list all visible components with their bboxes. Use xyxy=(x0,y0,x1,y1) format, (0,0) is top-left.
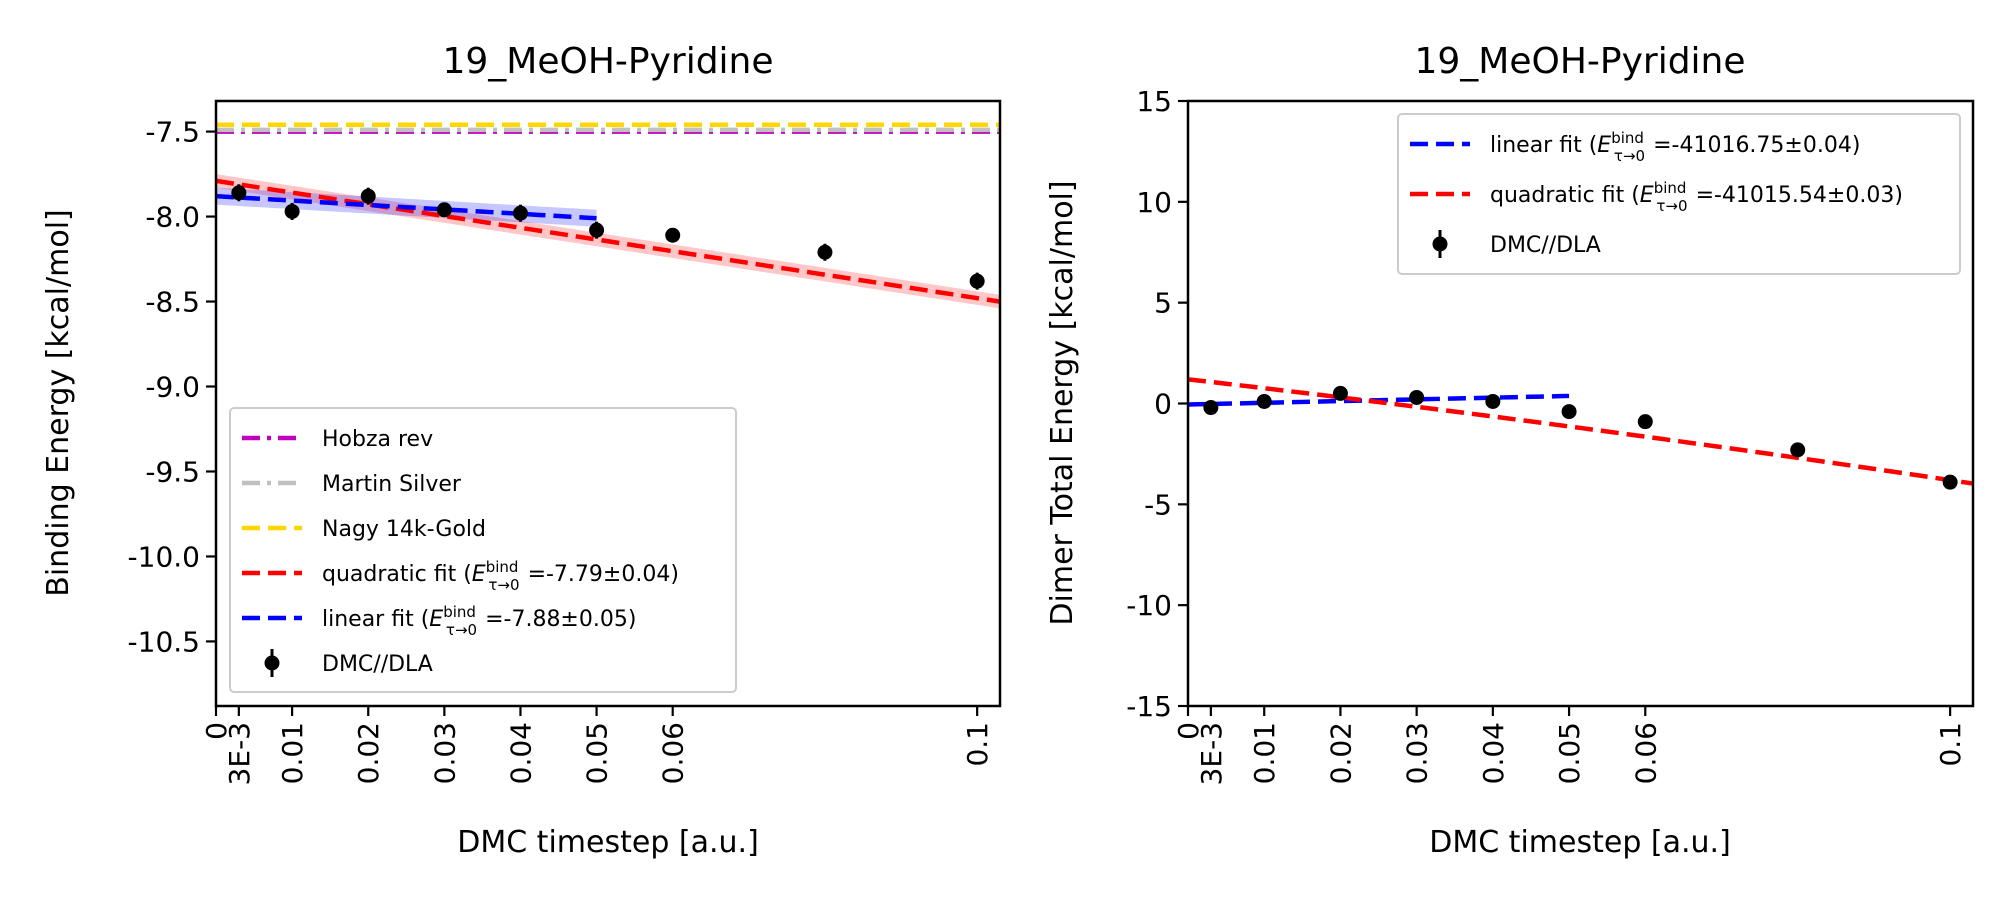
left-x-axis-label: DMC timestep [a.u.] xyxy=(457,825,759,860)
x-tick-label: 0.02 xyxy=(352,722,385,784)
x-tick-label: 3E-3 xyxy=(223,722,256,785)
data-point xyxy=(1637,414,1653,430)
left-tick-labels: 03E-3 0.01 0.02 0.03 0.04 0.05 0.06 0.1 -7.5 -8.0… xyxy=(128,116,995,786)
legend-label: Nagy 14k-Gold xyxy=(322,517,486,542)
y-tick-label: -5 xyxy=(1144,488,1172,521)
data-point xyxy=(1409,389,1425,405)
y-tick-label: -8.0 xyxy=(145,201,200,234)
data-point xyxy=(360,188,376,204)
legend-box xyxy=(1397,113,1961,275)
data-point xyxy=(436,202,452,218)
legend-marker xyxy=(264,655,280,671)
data-point xyxy=(1942,474,1958,490)
y-tick-label: 0 xyxy=(1154,388,1172,421)
y-tick-label: -7.5 xyxy=(145,116,200,149)
y-tick-label: -9.5 xyxy=(145,455,200,488)
legend-label: DMC//DLA xyxy=(1490,233,1601,258)
x-tick-label: 0.03 xyxy=(1401,722,1434,784)
legend-label: DMC//DLA xyxy=(322,652,433,677)
y-tick-label: -9.0 xyxy=(145,371,200,404)
right-x-axis-label: DMC timestep [a.u.] xyxy=(1429,825,1731,860)
y-tick-label: -15 xyxy=(1126,690,1172,723)
left-y-axis-label: Binding Energy [kcal/mol] xyxy=(41,209,76,596)
data-point xyxy=(1332,385,1348,401)
data-point xyxy=(1256,393,1272,409)
x-tick-label: 0.1 xyxy=(1934,722,1967,767)
right-y-axis-label: Dimer Total Energy [kcal/mol] xyxy=(1045,180,1080,625)
legend-label: Martin Silver xyxy=(322,472,462,497)
x-tick-label: 0.1 xyxy=(961,722,994,767)
right-chart-title: 19_MeOH-Pyridine xyxy=(1414,41,1745,82)
y-tick-label: -10 xyxy=(1126,589,1172,622)
data-point xyxy=(1485,393,1501,409)
right-legend: linear fit (Ebind τ→0 =-41016.75±0.04)quad… xyxy=(1397,113,1961,275)
data-point xyxy=(589,222,605,238)
x-tick-label: 0.04 xyxy=(504,722,537,784)
data-point xyxy=(1790,442,1806,458)
data-point xyxy=(817,244,833,260)
data-point xyxy=(512,205,528,221)
x-tick-label: 0 xyxy=(200,722,233,740)
x-tick-label: 0.03 xyxy=(428,722,461,784)
legend-label: Hobza rev xyxy=(322,427,433,452)
y-tick-label: 15 xyxy=(1136,85,1172,118)
x-tick-label: 0.01 xyxy=(276,722,309,784)
data-point xyxy=(231,185,247,201)
y-tick-label: -10.0 xyxy=(128,540,200,573)
x-tick-label: 0.05 xyxy=(1553,722,1586,784)
data-point xyxy=(969,273,985,289)
right-panel: 19_MeOH-Pyridine 03E-3 0.01 0.02 0.03 0.04 0.… xyxy=(1045,41,1975,860)
y-tick-label: -10.5 xyxy=(128,625,200,658)
data-point xyxy=(284,203,300,219)
left-chart-title: 19_MeOH-Pyridine xyxy=(442,41,773,82)
right-tick-labels: 03E-3 0.01 0.02 0.03 0.04 0.05 0.06 0.1151050-5… xyxy=(1126,85,1967,785)
data-point xyxy=(665,227,681,243)
x-tick-label: 3E-3 xyxy=(1195,722,1228,785)
data-point xyxy=(1561,404,1577,420)
x-tick-label: 0.06 xyxy=(657,722,690,784)
y-tick-label: 5 xyxy=(1154,287,1172,320)
legend-box xyxy=(229,407,737,693)
left-panel: 19_MeOH-Pyridine 03E-3 0.01 0.02 0.03 0.04 0.… xyxy=(41,41,1002,860)
left-plot-area xyxy=(216,122,1000,309)
data-point xyxy=(1203,400,1219,416)
fit-line-0 xyxy=(216,178,1000,304)
y-tick-label: 10 xyxy=(1136,186,1172,219)
x-tick-label: 0.04 xyxy=(1477,722,1510,784)
fit-line-1 xyxy=(216,193,597,221)
right-plot-area xyxy=(1188,377,1973,490)
y-tick-label: -8.5 xyxy=(145,286,200,319)
x-tick-label: 0.05 xyxy=(581,722,614,784)
legend-marker xyxy=(1432,236,1448,252)
left-axes-frame xyxy=(214,99,1002,708)
x-tick-label: 0.02 xyxy=(1324,722,1357,784)
x-tick-label: 0.01 xyxy=(1248,722,1281,784)
x-tick-label: 0.06 xyxy=(1629,722,1662,784)
x-tick-label: 0 xyxy=(1172,722,1205,740)
fit-line-1 xyxy=(1188,377,1973,486)
